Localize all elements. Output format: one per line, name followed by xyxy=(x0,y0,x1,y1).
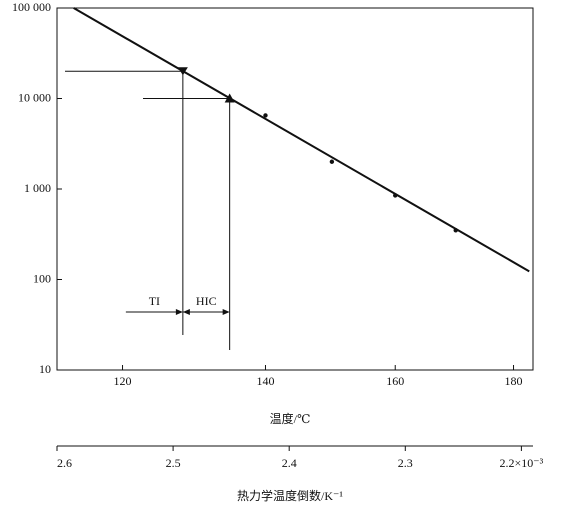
fit-line xyxy=(73,7,530,273)
x2-tick-label: 2.3 xyxy=(398,456,413,470)
annotation-label: HIC xyxy=(196,294,217,308)
annotation-label: TI xyxy=(149,294,160,308)
x-axis-title: 温度/℃ xyxy=(270,411,311,426)
arrow-head xyxy=(222,309,230,315)
y-tick-label: 10 000 xyxy=(18,90,51,104)
data-point xyxy=(263,113,268,118)
data-point xyxy=(453,228,458,233)
plot-frame xyxy=(56,7,534,371)
x2-axis-title: 热力学温度倒数/K⁻¹ xyxy=(237,488,343,503)
x-tick-label: 160 xyxy=(386,374,404,388)
data-point xyxy=(329,159,335,164)
x-tick-label: 180 xyxy=(505,374,523,388)
x-tick-label: 120 xyxy=(114,374,132,388)
x2-tick-label: 2.4 xyxy=(282,456,297,470)
y-tick-label: 1 000 xyxy=(24,181,51,195)
y-tick-label: 100 000 xyxy=(12,0,51,14)
x2-tick-label: 2.2×10⁻³ xyxy=(500,456,544,470)
y-tick-label: 100 xyxy=(33,271,51,285)
marker xyxy=(224,93,235,103)
x2-tick-label: 2.5 xyxy=(166,456,181,470)
arrow-head xyxy=(175,309,183,315)
x-tick-label: 140 xyxy=(256,374,274,388)
x2-tick-label: 2.6 xyxy=(57,456,72,470)
arrow-head xyxy=(182,309,190,315)
y-tick-label: 10 xyxy=(39,362,51,376)
data-point xyxy=(393,193,398,198)
marker xyxy=(177,67,188,76)
